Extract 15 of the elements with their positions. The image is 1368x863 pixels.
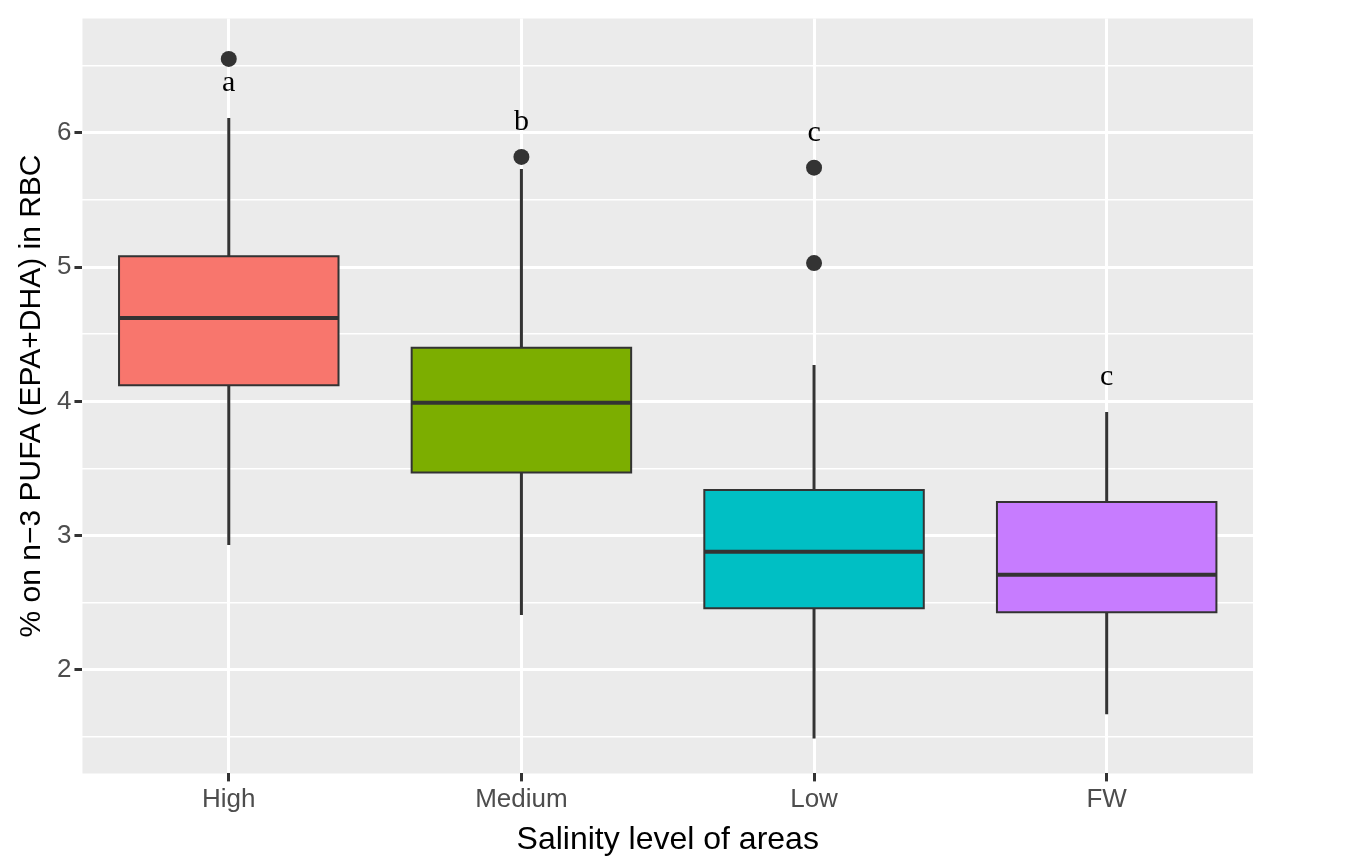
y-tick-label: 2 [56,653,72,684]
annotation: a [222,63,236,97]
annotation: c [1100,357,1114,391]
y-tick-label: 3 [56,518,72,549]
x-tick-label: High [202,783,256,814]
x-tick-label: FW [1086,783,1128,814]
x-tick-label: Low [790,783,839,814]
annotation: c [807,113,821,147]
y-tick-label: 5 [56,250,72,281]
y-tick-label: 4 [56,384,72,415]
y-axis-title: % on n−3 PUFA (EPA+DHA) in RBC [13,154,47,638]
x-axis-title: Salinity level of areas [516,819,819,856]
annotation: b [513,102,529,136]
y-tick-label: 6 [56,115,72,146]
x-tick-label: Medium [475,783,568,814]
